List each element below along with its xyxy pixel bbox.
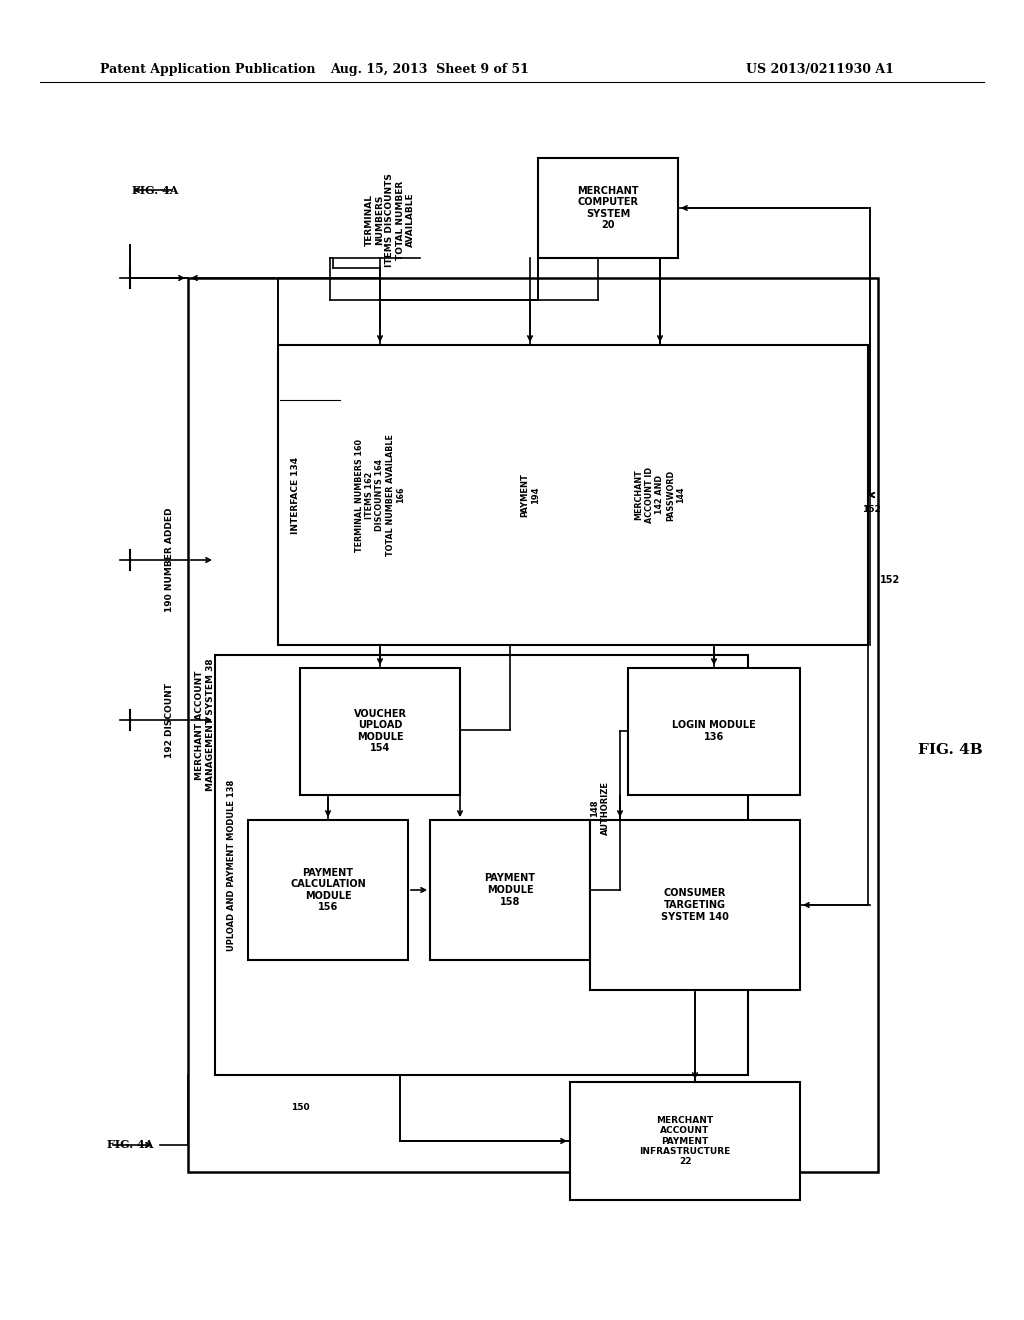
Text: INTERFACE 134: INTERFACE 134	[291, 457, 299, 533]
Text: TERMINAL NUMBERS 160
ITEMS 162
DISCOUNTS 164
TOTAL NUMBER AVAILABLE
166: TERMINAL NUMBERS 160 ITEMS 162 DISCOUNTS…	[354, 434, 406, 556]
Text: MERCHANT
ACCOUNT ID
142 AND
PASSWORD
144: MERCHANT ACCOUNT ID 142 AND PASSWORD 144	[635, 467, 685, 523]
Text: US 2013/0211930 A1: US 2013/0211930 A1	[746, 63, 894, 77]
Text: FIG. 4A: FIG. 4A	[106, 1139, 154, 1151]
Text: MERCHANT
COMPUTER
SYSTEM
20: MERCHANT COMPUTER SYSTEM 20	[578, 186, 639, 231]
Text: Patent Application Publication: Patent Application Publication	[100, 63, 315, 77]
Text: PAYMENT
CALCULATION
MODULE
156: PAYMENT CALCULATION MODULE 156	[290, 867, 366, 912]
Text: MERCHANT
ACCOUNT
PAYMENT
INFRASTRUCTURE
22: MERCHANT ACCOUNT PAYMENT INFRASTRUCTURE …	[639, 1115, 731, 1167]
Text: 148
AUTHORIZE: 148 AUTHORIZE	[590, 781, 609, 836]
Text: TERMINAL
NUMBERS
ITEMS DISCOUNTS
TOTAL NUMBER
AVAILABLE: TERMINAL NUMBERS ITEMS DISCOUNTS TOTAL N…	[365, 173, 416, 267]
Bar	[628, 668, 800, 795]
Bar	[188, 279, 878, 1172]
Text: Aug. 15, 2013  Sheet 9 of 51: Aug. 15, 2013 Sheet 9 of 51	[331, 63, 529, 77]
Bar	[570, 1082, 800, 1200]
Text: PAYMENT
MODULE
158: PAYMENT MODULE 158	[484, 874, 536, 907]
Text: 152: 152	[862, 506, 881, 515]
Text: 152: 152	[880, 576, 900, 585]
Text: CONSUMER
TARGETING
SYSTEM 140: CONSUMER TARGETING SYSTEM 140	[662, 888, 729, 921]
Text: LOGIN MODULE
136: LOGIN MODULE 136	[672, 721, 756, 742]
Text: VOUCHER
UPLOAD
MODULE
154: VOUCHER UPLOAD MODULE 154	[353, 709, 407, 754]
Bar	[590, 820, 800, 990]
Bar	[430, 820, 590, 960]
Text: FIG. 4B: FIG. 4B	[918, 743, 982, 756]
Text: FIG. 4A: FIG. 4A	[132, 185, 178, 195]
Bar	[300, 668, 460, 795]
Text: UPLOAD AND PAYMENT MODULE 138: UPLOAD AND PAYMENT MODULE 138	[227, 779, 237, 950]
Text: PAYMENT
194: PAYMENT 194	[520, 473, 540, 517]
Bar	[538, 158, 678, 257]
Bar	[248, 820, 408, 960]
Text: MERCHANT ACCOUNT
MANAGEMENT SYSTEM 38: MERCHANT ACCOUNT MANAGEMENT SYSTEM 38	[196, 659, 215, 791]
Text: 190 NUMBER ADDED: 190 NUMBER ADDED	[166, 508, 174, 612]
Text: 150: 150	[291, 1102, 309, 1111]
Text: 192 DISCOUNT: 192 DISCOUNT	[166, 682, 174, 758]
Bar	[215, 655, 748, 1074]
Bar	[278, 345, 868, 645]
